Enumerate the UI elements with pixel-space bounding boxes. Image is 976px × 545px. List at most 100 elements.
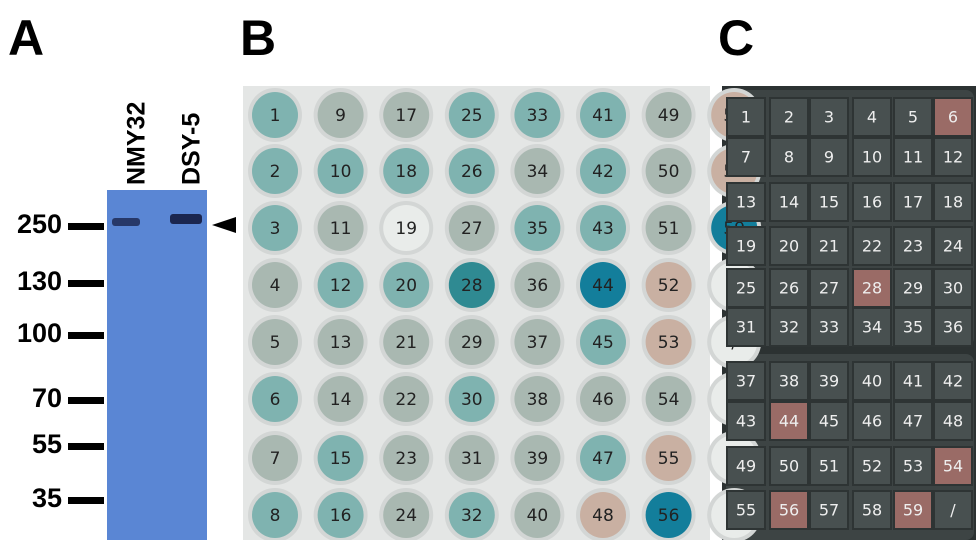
well-label: 49 bbox=[658, 106, 680, 126]
spot-label: 22 bbox=[862, 237, 882, 256]
spot-label: 7 bbox=[741, 148, 751, 167]
spot-label: 20 bbox=[779, 237, 799, 256]
well-label: 21 bbox=[395, 333, 417, 353]
marker-label: 55 bbox=[32, 429, 62, 459]
panel-letter: C bbox=[718, 10, 754, 66]
spot-label: 59 bbox=[903, 501, 923, 520]
spot-label: 33 bbox=[819, 318, 839, 337]
spot-label: 58 bbox=[862, 501, 882, 520]
marker-label: 35 bbox=[32, 483, 62, 513]
spot-label: 8 bbox=[784, 148, 794, 167]
well-label: 33 bbox=[527, 106, 549, 126]
well-label: 4 bbox=[270, 276, 281, 296]
well-label: 36 bbox=[527, 276, 549, 296]
figure: A NMY32 DSY-5 B C 2501301007055351917253… bbox=[0, 0, 976, 540]
well-label: 37 bbox=[527, 333, 549, 353]
marker-bar bbox=[68, 332, 104, 339]
well-label: 20 bbox=[395, 276, 417, 296]
spot-label: 2 bbox=[784, 108, 794, 127]
well-label: 56 bbox=[658, 506, 680, 526]
spot-label: 1 bbox=[741, 108, 751, 127]
spot-label: 39 bbox=[819, 372, 839, 391]
spot-label: 55 bbox=[736, 501, 756, 520]
well-label: 25 bbox=[461, 106, 483, 126]
spot-label: 14 bbox=[779, 193, 799, 212]
spot-label: 57 bbox=[819, 501, 839, 520]
well-label: 38 bbox=[527, 390, 549, 410]
well-label: 34 bbox=[527, 162, 549, 182]
marker-bar bbox=[68, 223, 104, 230]
well-label: 13 bbox=[330, 333, 352, 353]
spot-label: 36 bbox=[943, 318, 963, 337]
spot-label: 32 bbox=[779, 318, 799, 337]
well-label: 12 bbox=[330, 276, 352, 296]
well-label: 41 bbox=[592, 106, 614, 126]
spot-label: 26 bbox=[779, 279, 799, 298]
marker-bar bbox=[68, 397, 104, 404]
marker-label: 70 bbox=[32, 383, 62, 413]
spot-label: 24 bbox=[943, 237, 963, 256]
marker-bar bbox=[68, 443, 104, 450]
spot-label: 30 bbox=[943, 279, 963, 298]
well-label: 14 bbox=[330, 390, 352, 410]
spot-label: 18 bbox=[943, 193, 963, 212]
spot-label: 6 bbox=[948, 108, 958, 127]
blot bbox=[107, 190, 207, 540]
spot-label: 37 bbox=[736, 372, 756, 391]
spot-label: 4 bbox=[867, 108, 877, 127]
panel-letter: A bbox=[8, 10, 44, 66]
well-label: 50 bbox=[658, 162, 680, 182]
well-label: 24 bbox=[395, 506, 417, 526]
spot-label: 45 bbox=[819, 412, 839, 431]
spot-label: 15 bbox=[819, 193, 839, 212]
well-label: 32 bbox=[461, 506, 483, 526]
panel-letter: B bbox=[240, 10, 276, 66]
spot-label: 23 bbox=[903, 237, 923, 256]
well-label: 9 bbox=[335, 106, 346, 126]
marker-label: 130 bbox=[17, 266, 62, 296]
spot-label: 51 bbox=[819, 457, 839, 476]
well-label: 28 bbox=[461, 276, 483, 296]
marker-bar bbox=[68, 280, 104, 287]
spot-label: 9 bbox=[824, 148, 834, 167]
spot-label: 53 bbox=[903, 457, 923, 476]
spot-label: 16 bbox=[862, 193, 882, 212]
spot-label: 34 bbox=[862, 318, 882, 337]
well-label: 31 bbox=[461, 449, 483, 469]
well-label: 1 bbox=[270, 106, 281, 126]
well-label: 5 bbox=[270, 333, 281, 353]
marker-bar bbox=[68, 497, 104, 504]
spot-label: 46 bbox=[862, 412, 882, 431]
well-label: 7 bbox=[270, 449, 281, 469]
spot-label: 3 bbox=[824, 108, 834, 127]
well-label: 53 bbox=[658, 333, 680, 353]
marker-label: 100 bbox=[17, 318, 62, 348]
spot-label: 21 bbox=[819, 237, 839, 256]
well-label: 44 bbox=[592, 276, 614, 296]
spot-label: 5 bbox=[908, 108, 918, 127]
spot-label: 47 bbox=[903, 412, 923, 431]
well-label: 45 bbox=[592, 333, 614, 353]
well-label: 23 bbox=[395, 449, 417, 469]
well-label: 35 bbox=[527, 219, 549, 239]
band bbox=[170, 214, 202, 224]
spot-label: 31 bbox=[736, 318, 756, 337]
spot-label: 28 bbox=[862, 279, 882, 298]
spot-label: 11 bbox=[903, 148, 923, 167]
well-label: 11 bbox=[330, 219, 352, 239]
well-label: 19 bbox=[395, 219, 417, 239]
marker-label: 250 bbox=[17, 209, 62, 239]
spot-label: 56 bbox=[779, 501, 799, 520]
spot-label: 44 bbox=[779, 412, 799, 431]
spot-label: 48 bbox=[943, 412, 963, 431]
spot-label: 43 bbox=[736, 412, 756, 431]
lane-label: NMY32 bbox=[123, 102, 151, 185]
lane-label: DSY-5 bbox=[178, 113, 206, 185]
well-label: 46 bbox=[592, 390, 614, 410]
well-label: 27 bbox=[461, 219, 483, 239]
arrowhead bbox=[212, 217, 236, 233]
well-label: 40 bbox=[527, 506, 549, 526]
well-label: 10 bbox=[330, 162, 352, 182]
well-label: 30 bbox=[461, 390, 483, 410]
spot-label: / bbox=[950, 501, 956, 520]
